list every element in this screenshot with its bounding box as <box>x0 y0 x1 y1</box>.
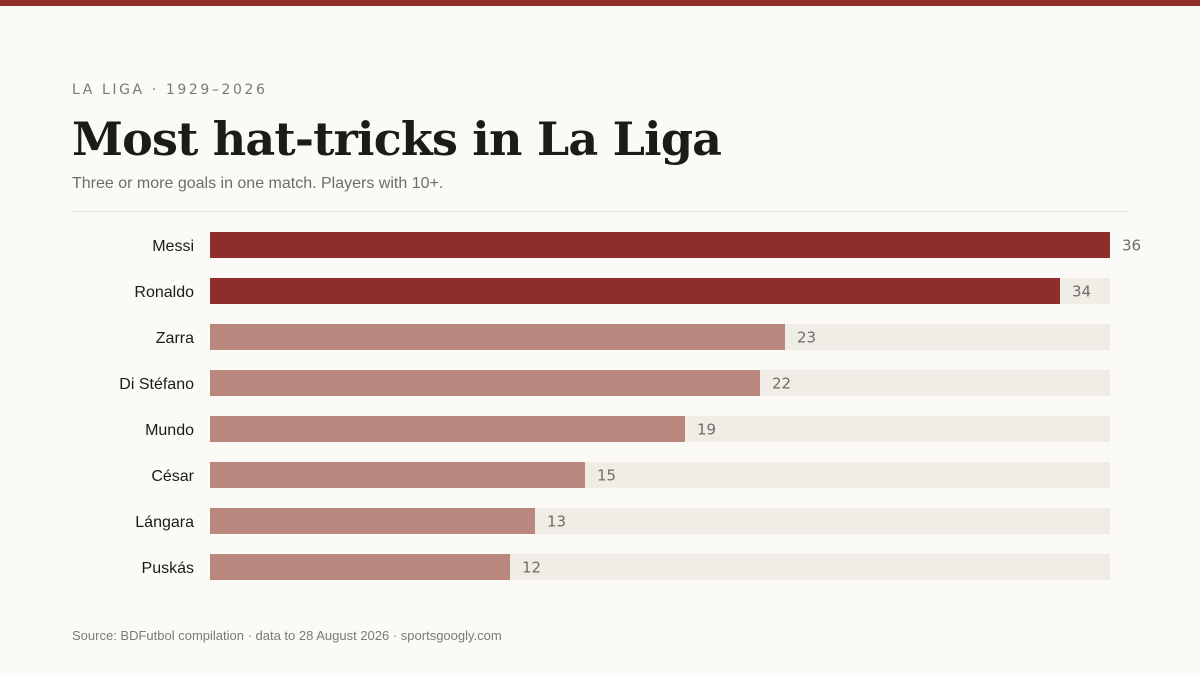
chart-title: Most hat-tricks in La Liga <box>72 112 722 166</box>
bar-row-zarra: Zarra 23 <box>156 324 1110 350</box>
bar <box>210 508 535 534</box>
bar <box>210 554 510 580</box>
bar <box>210 278 1060 304</box>
value-label: 36 <box>1122 237 1141 255</box>
header-divider <box>72 211 1128 212</box>
bar-row-ronaldo: Ronaldo 34 <box>134 278 1110 304</box>
value-label: 13 <box>547 513 566 531</box>
bar-row-mundo: Mundo 19 <box>145 416 1110 442</box>
chart-eyebrow: LA LIGA · 1929–2026 <box>72 82 268 98</box>
category-label: César <box>151 468 194 485</box>
chart-subtitle: Three or more goals in one match. Player… <box>72 175 444 192</box>
bar <box>210 232 1110 258</box>
bar-row-langara: Lángara 13 <box>135 508 1110 534</box>
bar <box>210 462 585 488</box>
value-label: 34 <box>1072 283 1091 301</box>
category-label: Puskás <box>142 560 194 577</box>
source-note: Source: BDFutbol compilation · data to 2… <box>72 628 502 643</box>
value-label: 22 <box>772 375 791 393</box>
bar <box>210 370 760 396</box>
value-label: 19 <box>697 421 716 439</box>
category-label: Mundo <box>145 422 194 439</box>
category-label: Lángara <box>135 514 194 531</box>
bar-row-cesar: César 15 <box>151 462 1110 488</box>
bar-row-puskas: Puskás 12 <box>142 554 1110 580</box>
category-label: Messi <box>152 238 194 255</box>
bar <box>210 324 785 350</box>
bar-row-di-stefano: Di Stéfano 22 <box>119 370 1110 396</box>
category-label: Di Stéfano <box>119 376 194 393</box>
accent-top-bar <box>0 0 1200 6</box>
bar-row-messi: Messi 36 <box>152 232 1141 258</box>
value-label: 23 <box>797 329 816 347</box>
value-label: 12 <box>522 559 541 577</box>
value-label: 15 <box>597 467 616 485</box>
category-label: Ronaldo <box>134 284 194 301</box>
category-label: Zarra <box>156 330 194 347</box>
bar <box>210 416 685 442</box>
